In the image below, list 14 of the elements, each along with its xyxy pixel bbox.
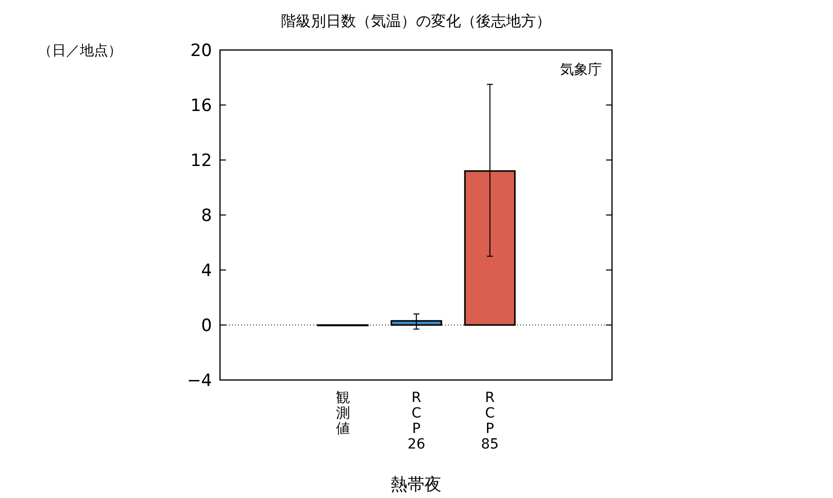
y-tick-label: −4 [186,371,212,391]
x-tick-label: RCP26 [407,390,426,452]
y-tick-label: 4 [201,261,212,281]
text: 気象庁 [560,62,602,78]
y-tick-label: 8 [201,206,212,226]
x-axis-title: 熱帯夜 [390,475,442,495]
chart-title: 階級別日数（気温）の変化（後志地方） [281,12,551,30]
y-tick-label: 12 [190,151,212,171]
y-tick-label: 16 [190,96,212,116]
y-axis-title: （日／地点） [38,43,122,59]
y-tick-label: 20 [190,41,212,61]
y-tick-label: 0 [201,316,212,336]
x-tick-label: 観測値 [336,390,350,437]
x-tick-label: RCP85 [481,390,499,452]
